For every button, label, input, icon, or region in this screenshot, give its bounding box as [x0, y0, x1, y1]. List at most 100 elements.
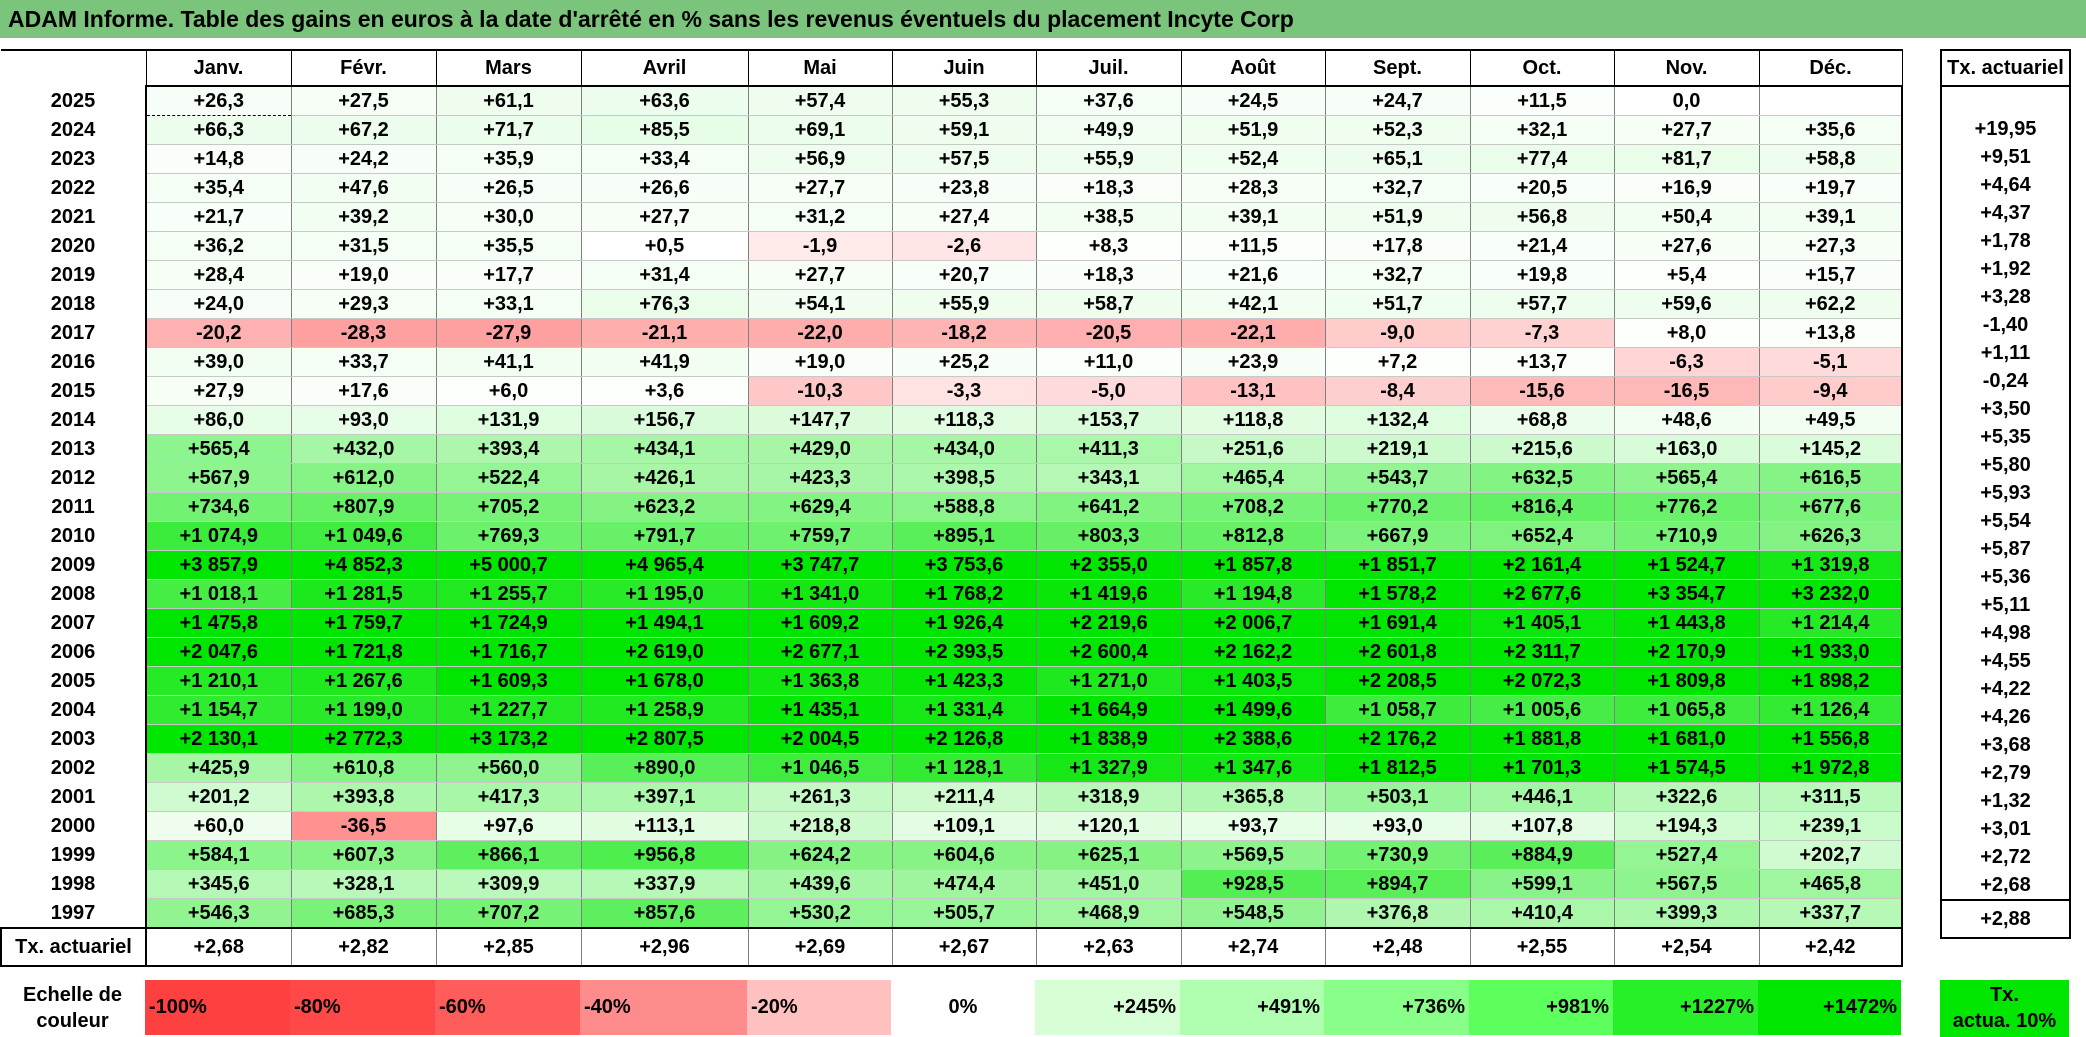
gain-cell[interactable]: +667,9 [1325, 521, 1471, 551]
gain-cell[interactable]: +2 388,6 [1181, 724, 1326, 754]
gain-cell[interactable]: +201,2 [146, 782, 292, 812]
gain-cell[interactable]: +1 499,6 [1181, 695, 1326, 725]
gain-cell[interactable]: -20,5 [1036, 318, 1182, 348]
gain-cell[interactable]: +145,2 [1759, 434, 1903, 464]
gain-cell[interactable]: +1 701,3 [1470, 753, 1615, 783]
gain-cell[interactable]: -3,3 [892, 376, 1037, 406]
gain-cell[interactable]: +4 852,3 [291, 550, 437, 580]
gain-cell[interactable]: +816,4 [1470, 492, 1615, 522]
gain-cell[interactable]: +97,6 [436, 811, 582, 841]
gain-cell[interactable]: +1 419,6 [1036, 579, 1182, 609]
gain-cell[interactable]: +113,1 [581, 811, 749, 841]
gain-cell[interactable]: +652,4 [1470, 521, 1615, 551]
gain-cell[interactable]: +1 926,4 [892, 608, 1037, 638]
gain-cell[interactable]: +434,0 [892, 434, 1037, 464]
rate-cell[interactable]: +5,87 [1940, 535, 2071, 563]
gain-cell[interactable]: +27,5 [291, 86, 437, 116]
gain-cell[interactable]: +1 933,0 [1759, 637, 1903, 667]
gain-cell[interactable]: +632,5 [1470, 463, 1615, 493]
gain-cell[interactable]: -8,4 [1325, 376, 1471, 406]
gain-cell[interactable]: -1,9 [748, 231, 893, 261]
gain-cell[interactable]: +1 214,4 [1759, 608, 1903, 638]
gain-cell[interactable]: +27,7 [1614, 115, 1760, 145]
gain-cell[interactable]: +48,6 [1614, 405, 1760, 435]
gain-cell[interactable]: +1 838,9 [1036, 724, 1182, 754]
gain-cell[interactable]: +39,1 [1181, 202, 1326, 232]
gain-cell[interactable]: +1 691,4 [1325, 608, 1471, 638]
gain-cell[interactable]: +66,3 [146, 115, 292, 145]
gain-cell[interactable]: +2 126,8 [892, 724, 1037, 754]
gain-cell[interactable]: +11,0 [1036, 347, 1182, 377]
gain-cell[interactable]: +41,1 [436, 347, 582, 377]
gain-cell[interactable]: +465,8 [1759, 869, 1903, 899]
gain-cell[interactable]: -15,6 [1470, 376, 1615, 406]
gain-cell[interactable]: +69,1 [748, 115, 893, 145]
gain-cell[interactable]: +2 006,7 [1181, 608, 1326, 638]
gain-cell[interactable]: +623,2 [581, 492, 749, 522]
gain-cell[interactable]: +77,4 [1470, 144, 1615, 174]
rate-cell[interactable]: +4,55 [1940, 647, 2071, 675]
gain-cell[interactable]: +36,2 [146, 231, 292, 261]
gain-cell[interactable]: +1 065,8 [1614, 695, 1760, 725]
gain-cell[interactable]: +707,2 [436, 898, 582, 929]
gain-cell[interactable]: 0,0 [1614, 86, 1760, 116]
rate-cell[interactable] [1940, 86, 2071, 115]
gain-cell[interactable]: +425,9 [146, 753, 292, 783]
rate-cell[interactable]: +2,68 [1940, 871, 2071, 900]
gain-cell[interactable]: +11,5 [1181, 231, 1326, 261]
gain-cell[interactable]: +2 004,5 [748, 724, 893, 754]
gain-cell[interactable]: +38,5 [1036, 202, 1182, 232]
rate-cell[interactable]: +5,36 [1940, 563, 2071, 591]
gain-cell[interactable]: -20,2 [146, 318, 292, 348]
gain-cell[interactable]: +3,6 [581, 376, 749, 406]
gain-cell[interactable]: +1 524,7 [1614, 550, 1760, 580]
gain-cell[interactable]: +8,0 [1614, 318, 1760, 348]
gain-cell[interactable]: +710,9 [1614, 521, 1760, 551]
gain-cell[interactable]: +86,0 [146, 405, 292, 435]
rate-cell[interactable]: +4,98 [1940, 619, 2071, 647]
gain-cell[interactable]: +56,9 [748, 144, 893, 174]
gain-cell[interactable]: +3 232,0 [1759, 579, 1903, 609]
gain-cell[interactable]: +131,9 [436, 405, 582, 435]
gain-cell[interactable]: +41,9 [581, 347, 749, 377]
gain-cell[interactable]: +60,0 [146, 811, 292, 841]
gain-cell[interactable]: +31,5 [291, 231, 437, 261]
gain-cell[interactable]: +0,5 [581, 231, 749, 261]
gain-cell[interactable]: -2,6 [892, 231, 1037, 261]
gain-cell[interactable]: +2 047,6 [146, 637, 292, 667]
gain-cell[interactable]: +439,6 [748, 869, 893, 899]
gain-cell[interactable]: +52,4 [1181, 144, 1326, 174]
rate-cell[interactable]: +5,93 [1940, 479, 2071, 507]
gain-cell[interactable]: +47,6 [291, 173, 437, 203]
gain-cell[interactable]: +21,6 [1181, 260, 1326, 290]
gain-cell[interactable]: +19,8 [1470, 260, 1615, 290]
gain-cell[interactable]: +52,3 [1325, 115, 1471, 145]
gain-cell[interactable]: +51,7 [1325, 289, 1471, 319]
gain-cell[interactable]: +1 126,4 [1759, 695, 1903, 725]
gain-cell[interactable]: +215,6 [1470, 434, 1615, 464]
gain-cell[interactable]: +1 812,5 [1325, 753, 1471, 783]
gain-cell[interactable]: +24,0 [146, 289, 292, 319]
gain-cell[interactable]: +120,1 [1036, 811, 1182, 841]
gain-cell[interactable]: +2 072,3 [1470, 666, 1615, 696]
rate-cell[interactable]: +3,28 [1940, 283, 2071, 311]
gain-cell[interactable]: +30,0 [436, 202, 582, 232]
gain-cell[interactable]: +26,3 [146, 85, 292, 116]
gain-cell[interactable]: +65,1 [1325, 144, 1471, 174]
footer-rate-cell[interactable]: +2,69 [748, 927, 893, 967]
gain-cell[interactable]: -18,2 [892, 318, 1037, 348]
gain-cell[interactable]: +890,0 [581, 753, 749, 783]
gain-cell[interactable]: +734,6 [146, 492, 292, 522]
gain-cell[interactable]: +35,5 [436, 231, 582, 261]
gain-cell[interactable]: +42,1 [1181, 289, 1326, 319]
gain-cell[interactable]: +1 578,2 [1325, 579, 1471, 609]
gain-cell[interactable]: +67,2 [291, 115, 437, 145]
footer-rate-cell[interactable]: +2,54 [1614, 927, 1760, 967]
gain-cell[interactable]: +1 721,8 [291, 637, 437, 667]
gain-cell[interactable]: +446,1 [1470, 782, 1615, 812]
gain-cell[interactable]: +2 176,2 [1325, 724, 1471, 754]
gain-cell[interactable]: +398,5 [892, 463, 1037, 493]
rate-cell[interactable]: +1,11 [1940, 339, 2071, 367]
gain-cell[interactable]: +2 619,0 [581, 637, 749, 667]
gain-cell[interactable]: +1 857,8 [1181, 550, 1326, 580]
